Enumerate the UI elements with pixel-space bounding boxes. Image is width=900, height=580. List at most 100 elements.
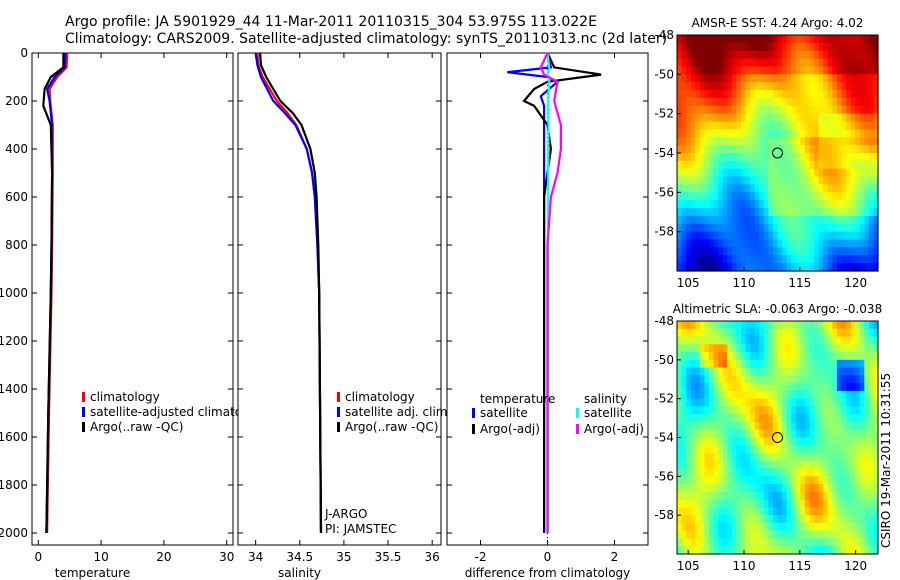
map-cell [690,200,696,209]
map-cell [791,121,797,130]
map-cell [740,50,747,60]
x-tick-label: 36 [425,550,440,564]
map-cell [736,522,742,532]
map-cell [763,97,769,107]
map-cell [736,414,742,423]
map-cell [690,239,696,248]
map-cell [718,137,724,146]
y-tick-label: -58 [654,225,674,239]
map-cell [868,421,875,431]
map-cell [718,460,724,470]
map-cell [859,223,865,233]
map-cell [704,507,710,516]
map-cell [795,383,801,392]
map-cell [804,328,811,338]
map-cell [832,383,838,392]
map-cell [832,491,838,501]
map-cell [731,176,737,186]
map-cell [708,344,715,353]
map-cell [681,429,687,439]
map-cell [804,437,811,446]
map-cell [836,460,843,470]
map-cell [795,82,801,91]
map-cell [681,390,687,400]
map-cell [740,344,747,353]
map-cell [836,129,843,138]
map-cell [727,344,733,353]
map-cell [786,82,792,91]
map-cell [772,192,779,201]
map-cell [841,184,847,193]
map-cell [681,145,687,154]
map-cell [699,113,706,123]
map-cell [827,453,833,462]
map-cell [681,499,687,508]
map-cell [786,390,792,400]
map-cell [841,255,847,264]
map-cell [736,129,742,138]
map-cell [873,263,879,272]
map-cell [855,192,861,201]
map-cell [772,445,779,454]
map-cell [818,437,824,446]
x-tick-label: 115 [788,276,811,290]
map-cell [782,263,788,272]
map-cell [827,192,833,201]
map-cell [846,215,852,225]
map-cell [772,538,779,547]
map-cell [846,137,852,146]
map-cell [736,74,742,83]
map-cell [686,145,692,154]
map-cell [795,231,801,241]
map-cell [827,437,833,446]
map-cell [713,460,719,470]
map-cell [704,160,710,170]
map-cell [690,499,696,508]
x-tick-label: 110 [733,276,756,290]
map-cell [841,344,847,353]
map-cell [777,35,783,44]
map-cell [864,129,870,138]
map-cell [873,359,879,369]
y-tick-label: -50 [654,67,674,81]
map-cell [699,530,706,540]
map-cell [814,160,820,170]
x-tick-label: 30 [219,550,234,564]
map-cell [745,153,751,162]
map-cell [855,145,861,154]
map-cell [804,35,811,44]
map-cell [791,460,797,470]
y-tick-label: -50 [654,353,674,367]
x-tick-label: 105 [677,559,700,573]
map-cell [695,499,701,508]
map-cell [836,121,843,130]
map-cell [864,192,870,201]
map-cell [804,66,811,75]
map-cell [677,499,683,508]
map-cell [850,137,856,146]
map-cell [759,359,765,369]
map-cell [704,453,710,462]
map-cell [754,153,760,162]
map-cell [708,160,715,170]
map-cell [814,367,820,376]
map-cell [832,546,838,555]
map-cell [782,398,788,408]
legend-label: climatology [90,390,160,404]
map-cell [763,66,769,75]
map-cell [731,50,737,60]
map-cell [718,231,724,241]
map-cell [718,468,724,477]
map-cell [727,437,733,446]
map-cell [754,515,760,524]
map-cell [827,336,833,345]
map-cell [763,58,769,68]
map-cell [782,406,788,415]
map-cell [873,74,879,83]
map-cell [841,160,847,170]
map-cell [823,383,829,392]
map-cell [772,200,779,209]
map-cell [786,367,792,376]
map-cell [846,530,852,540]
map-cell [690,484,696,493]
